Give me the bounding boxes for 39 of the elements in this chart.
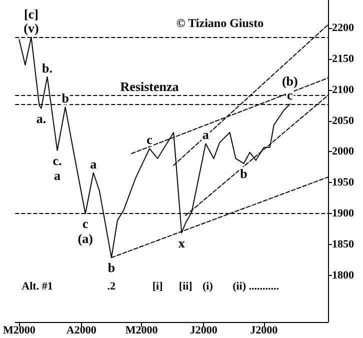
- y-tick-label: 1850: [332, 238, 354, 251]
- annotation: b: [240, 166, 248, 181]
- annotation: x: [178, 235, 186, 250]
- x2-tick-label: .2: [107, 280, 116, 292]
- annotation: (v): [24, 20, 39, 36]
- annotation: (a): [78, 231, 93, 246]
- annotation: [c]: [24, 6, 38, 22]
- annotation: a: [54, 168, 62, 183]
- x-tick-label: M2000: [125, 324, 158, 336]
- y-tick-label: 1950: [332, 176, 354, 189]
- x2-tick-label: Alt. #1: [22, 280, 53, 292]
- annotation: c: [82, 216, 88, 232]
- annotation: Resistenza: [120, 78, 180, 94]
- x2-tick-label: [i]: [152, 280, 163, 292]
- x2-tick-label: (ii) ...........: [232, 280, 280, 292]
- x-tick-label: M2000: [2, 324, 36, 336]
- annotation: b.: [42, 60, 53, 76]
- y-tick-label: 2200: [332, 22, 354, 34]
- text: © Tiziano Giusto: [176, 16, 264, 30]
- x-tick-label: J2000: [250, 324, 278, 336]
- y-tick-label: 1900: [332, 208, 354, 220]
- y-tick-label: 2100: [332, 84, 354, 96]
- annotation: a: [202, 127, 210, 142]
- annotation: b: [62, 90, 69, 106]
- x2-tick-label: [ii]: [178, 280, 192, 292]
- annotation: a: [90, 156, 98, 172]
- y-tick-label: 2050: [332, 114, 354, 127]
- annotation: b: [108, 260, 116, 276]
- annotation: a.: [36, 110, 46, 126]
- annotation: c.: [52, 152, 62, 168]
- x-tick-label: J2000: [190, 324, 218, 336]
- annotation: c: [146, 132, 153, 148]
- annotation: c: [287, 88, 294, 103]
- annotation: (b): [282, 74, 298, 89]
- x-tick-label: A2000: [66, 324, 97, 336]
- x2-tick-label: (i): [202, 280, 214, 292]
- y-tick-label: 1800: [332, 270, 354, 282]
- y-tick-label: 2150: [332, 52, 354, 65]
- y-tick-label: 2000: [332, 146, 354, 158]
